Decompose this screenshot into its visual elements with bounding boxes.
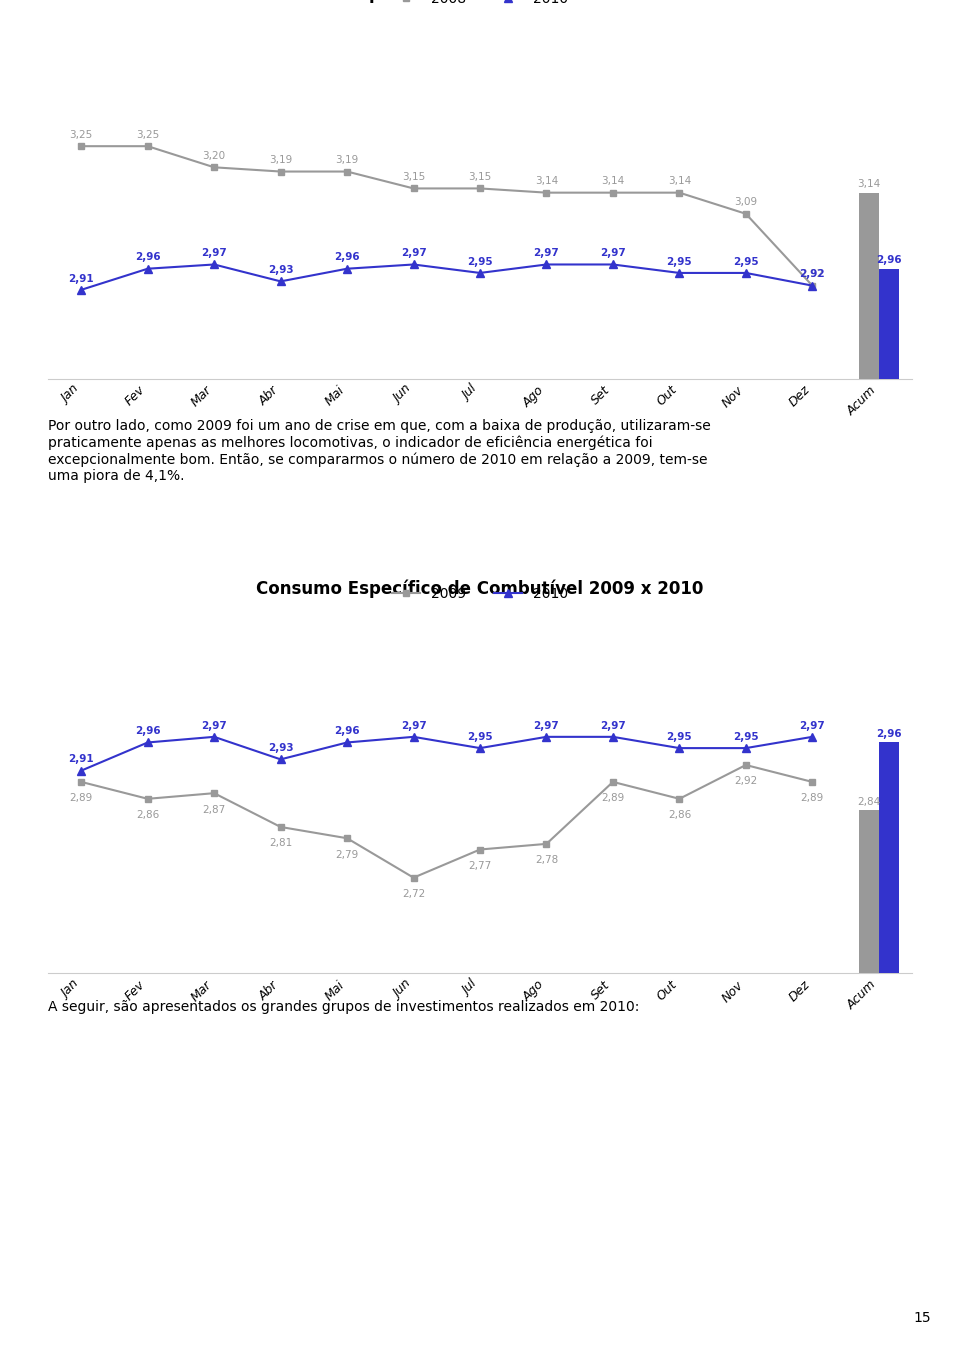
Bar xyxy=(878,742,899,1352)
Text: 3,19: 3,19 xyxy=(269,155,292,165)
Title: Consumo Específico de Combutível 2008 x 2010: Consumo Específico de Combutível 2008 x … xyxy=(256,0,704,3)
Text: 2,91: 2,91 xyxy=(68,754,94,764)
Text: 2,92: 2,92 xyxy=(801,269,824,280)
Text: 2,79: 2,79 xyxy=(335,849,359,860)
Text: A seguir, são apresentados os grandes grupos de investimentos realizados em 2010: A seguir, são apresentados os grandes gr… xyxy=(48,1000,639,1014)
Text: 2,91: 2,91 xyxy=(68,273,94,284)
Text: 2,97: 2,97 xyxy=(600,721,626,730)
Text: 3,25: 3,25 xyxy=(136,130,159,139)
Text: 2,86: 2,86 xyxy=(668,810,691,821)
Text: 2,84: 2,84 xyxy=(857,796,880,807)
Text: 2,97: 2,97 xyxy=(202,249,227,258)
Text: 2,95: 2,95 xyxy=(733,257,758,266)
Bar xyxy=(859,810,878,1352)
Text: 2,97: 2,97 xyxy=(600,249,626,258)
Text: 2,95: 2,95 xyxy=(468,731,492,742)
Text: 2,87: 2,87 xyxy=(203,804,226,815)
Text: 2,97: 2,97 xyxy=(534,249,560,258)
Text: 2,97: 2,97 xyxy=(202,721,227,730)
Text: 2,95: 2,95 xyxy=(468,257,492,266)
Text: 2,81: 2,81 xyxy=(269,838,292,849)
Text: 2,97: 2,97 xyxy=(400,721,426,730)
Text: 3,09: 3,09 xyxy=(734,197,757,207)
Text: 3,20: 3,20 xyxy=(203,151,226,161)
Text: 3,15: 3,15 xyxy=(402,172,425,183)
Text: 2,96: 2,96 xyxy=(334,253,360,262)
Bar xyxy=(878,269,899,1352)
Text: 2,72: 2,72 xyxy=(402,890,425,899)
Text: 3,14: 3,14 xyxy=(601,176,625,187)
Text: 2,96: 2,96 xyxy=(876,256,901,265)
Text: 2,96: 2,96 xyxy=(134,726,160,735)
Text: 15: 15 xyxy=(914,1311,931,1325)
Legend: 2009, 2010: 2009, 2010 xyxy=(387,581,573,607)
Text: Por outro lado, como 2009 foi um ano de crise em que, com a baixa de produção, u: Por outro lado, como 2009 foi um ano de … xyxy=(48,419,710,483)
Text: 3,19: 3,19 xyxy=(335,155,359,165)
Text: 3,15: 3,15 xyxy=(468,172,492,183)
Text: 2,95: 2,95 xyxy=(666,731,692,742)
Text: 2,95: 2,95 xyxy=(733,731,758,742)
Text: 2,93: 2,93 xyxy=(268,744,294,753)
Text: 3,14: 3,14 xyxy=(668,176,691,187)
Text: 2,86: 2,86 xyxy=(136,810,159,821)
Text: 2,93: 2,93 xyxy=(268,265,294,274)
Text: 2,89: 2,89 xyxy=(601,794,625,803)
Text: 2,96: 2,96 xyxy=(876,729,901,740)
Bar xyxy=(859,192,878,1352)
Text: 2,89: 2,89 xyxy=(801,794,824,803)
Text: 3,25: 3,25 xyxy=(70,130,93,139)
Text: 2,92: 2,92 xyxy=(734,776,757,787)
Text: 2,92: 2,92 xyxy=(800,269,826,280)
Text: 2,95: 2,95 xyxy=(666,257,692,266)
Text: 2,97: 2,97 xyxy=(800,721,826,730)
Text: 2,77: 2,77 xyxy=(468,861,492,871)
Text: 2,78: 2,78 xyxy=(535,856,558,865)
Text: 2,96: 2,96 xyxy=(334,726,360,735)
Text: 2,89: 2,89 xyxy=(70,794,93,803)
Text: 2,97: 2,97 xyxy=(534,721,560,730)
Title: Consumo Específico de Combutível 2009 x 2010: Consumo Específico de Combutível 2009 x … xyxy=(256,579,704,598)
Text: 3,14: 3,14 xyxy=(535,176,558,187)
Text: 2,97: 2,97 xyxy=(400,249,426,258)
Legend: 2008, 2010: 2008, 2010 xyxy=(387,0,573,12)
Text: 2,96: 2,96 xyxy=(134,253,160,262)
Text: 3,14: 3,14 xyxy=(857,178,880,189)
